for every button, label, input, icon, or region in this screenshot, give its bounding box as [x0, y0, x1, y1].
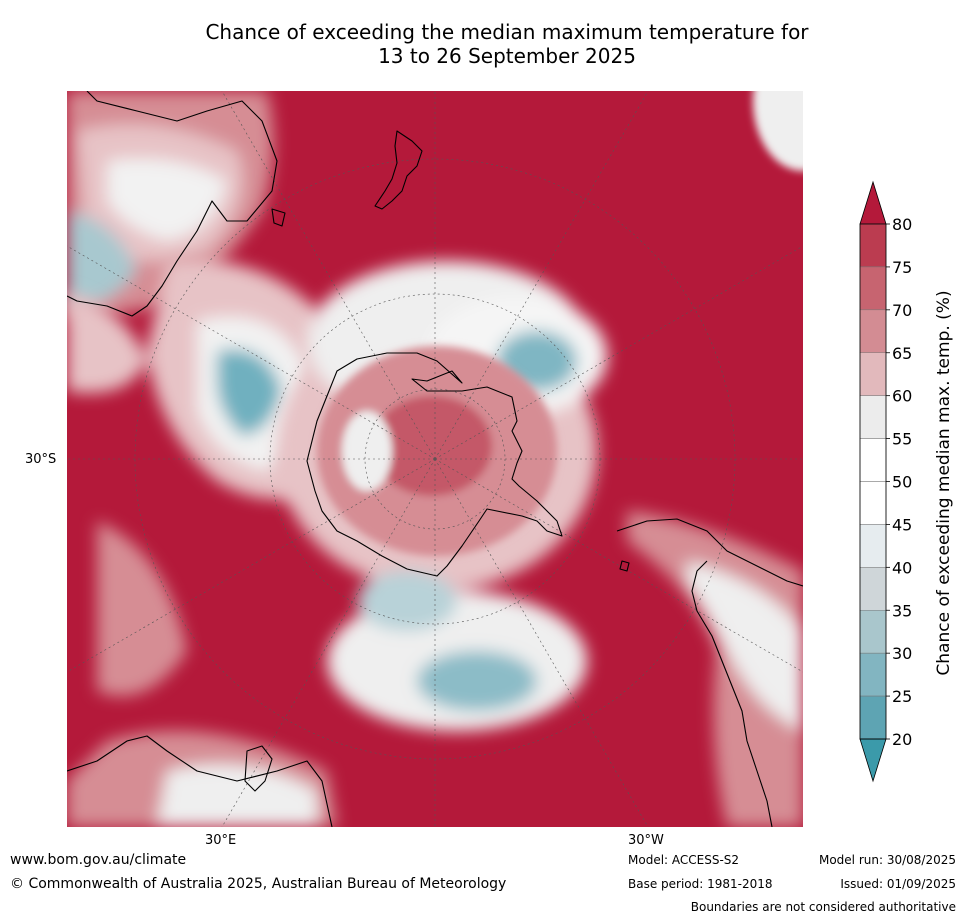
colorbar-tick-label: 60 [892, 387, 912, 406]
colorbar-band [859, 610, 887, 654]
colorbar-band [859, 652, 887, 697]
australia-coastline [67, 91, 278, 317]
north-pacific-patch [753, 91, 803, 171]
website-link[interactable]: www.bom.gov.au/climate [10, 852, 187, 868]
colorbar-band [859, 309, 887, 353]
coastlines [67, 91, 803, 827]
graticule [67, 91, 803, 827]
colorbar-label: Chance of exceeding median max. temp. (%… [934, 289, 954, 676]
tasmania-coastline [271, 208, 286, 227]
antarctica-interior [317, 346, 557, 556]
colorbar-title: Chance of exceeding median max. temp. (%… [932, 200, 956, 765]
colorbar-tick-label: 65 [892, 344, 912, 363]
south-america-anomaly-region [627, 511, 803, 827]
australia-anomaly-region [67, 91, 274, 321]
latitude-label: 30°S [25, 452, 57, 467]
colorbar-tick-label: 55 [892, 430, 912, 449]
colorbar-tick-label: 70 [892, 301, 912, 320]
colorbar-band [859, 695, 887, 740]
colorbar-band [859, 524, 887, 568]
colorbar: 80 75 70 65 60 55 50 45 40 35 30 25 20 [855, 180, 925, 790]
new-zealand-coastline [374, 130, 423, 210]
colorbar-band [859, 438, 887, 482]
colorbar-tick-label: 45 [892, 515, 912, 534]
south-america-coastline [616, 518, 803, 827]
longitude-label-30e: 30°E [205, 833, 237, 848]
probability-map[interactable] [67, 91, 803, 827]
colorbar-tick-label: 20 [892, 730, 912, 749]
colorbar-band [859, 481, 887, 525]
madagascar-coastline [244, 745, 273, 792]
title-line-1: Chance of exceeding the median maximum t… [205, 20, 809, 44]
colorbar-extend-below [859, 738, 887, 783]
indian-ocean-anomaly-region [67, 259, 335, 499]
colorbar-band [859, 567, 887, 611]
base-period: Base period: 1981-2018 [628, 877, 773, 891]
model-run: Model run: 30/08/2025 [818, 853, 956, 867]
map-title: Chance of exceeding the median maximum t… [67, 20, 947, 68]
map-canvas [67, 91, 803, 827]
colorbar-graphic: 80 75 70 65 60 55 50 45 40 35 30 25 20 [859, 180, 912, 783]
model-name: Model: ACCESS-S2 [628, 853, 740, 867]
copyright-text: © Commonwealth of Australia 2025, Austra… [10, 876, 507, 892]
boundaries-disclaimer: Boundaries are not considered authoritat… [690, 900, 956, 914]
antarctica-coastline [306, 352, 563, 577]
colorbar-tick-label: 80 [892, 215, 912, 234]
longitude-label-30w: 30°W [628, 833, 664, 848]
colorbar-tick-label: 30 [892, 644, 912, 663]
colorbar-tick-label: 35 [892, 601, 912, 620]
southern-africa-coastline [67, 735, 333, 827]
colorbar-band [859, 223, 887, 268]
colorbar-band [859, 266, 887, 311]
falkland-islands-coastline [619, 560, 630, 572]
colorbar-tick-label: 75 [892, 258, 912, 277]
colorbar-tick-label: 50 [892, 473, 912, 492]
colorbar-tick-label: 40 [892, 558, 912, 577]
colorbar-band [859, 395, 887, 439]
colorbar-band [859, 352, 887, 396]
colorbar-extend-above [859, 180, 887, 225]
colorbar-tick-label: 25 [892, 687, 912, 706]
title-line-2: 13 to 26 September 2025 [378, 44, 636, 68]
issued-date: Issued: 01/09/2025 [840, 877, 956, 891]
